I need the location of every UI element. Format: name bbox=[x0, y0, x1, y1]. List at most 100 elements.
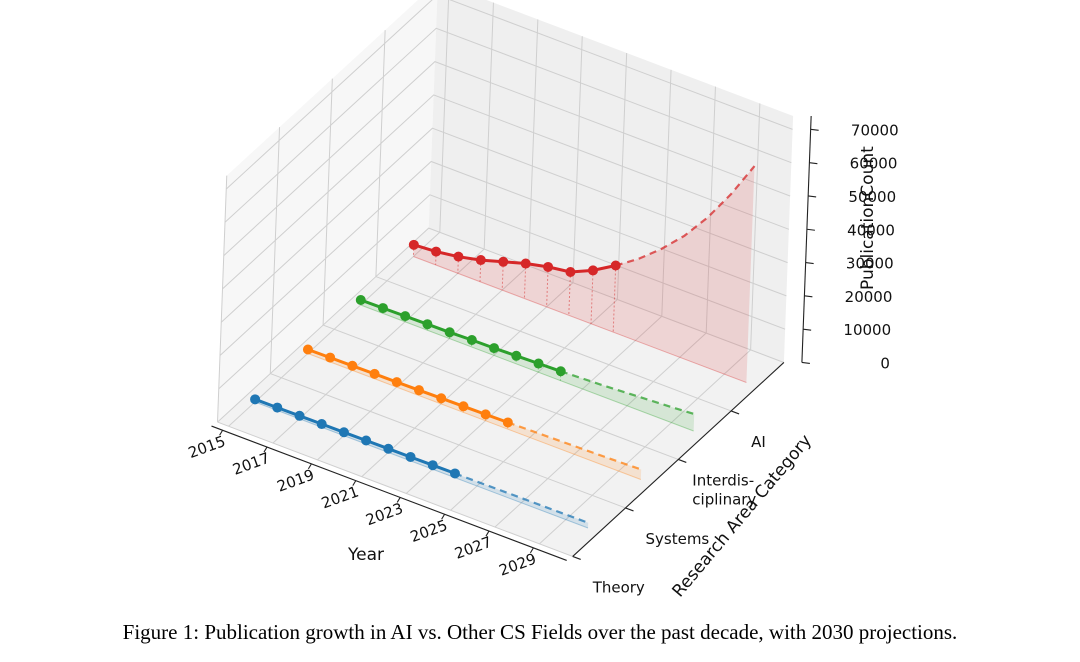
x-tick-label: 2015 bbox=[186, 432, 228, 462]
grid-line-category bbox=[270, 373, 626, 509]
data-point bbox=[543, 261, 554, 272]
x-tick-label: 2029 bbox=[497, 550, 539, 580]
x-tick bbox=[396, 497, 401, 503]
z-axis-line bbox=[801, 116, 812, 363]
data-point bbox=[588, 265, 598, 276]
data-point bbox=[466, 335, 477, 346]
data-point bbox=[369, 368, 380, 379]
data-point bbox=[458, 401, 469, 412]
grid-line-year bbox=[750, 103, 761, 350]
data-point bbox=[427, 460, 438, 471]
data-point bbox=[533, 358, 544, 369]
z-tick-label: 10000 bbox=[843, 321, 891, 339]
grid-line-z bbox=[220, 127, 788, 323]
data-point bbox=[391, 377, 402, 388]
x-tick-label: 2021 bbox=[319, 482, 361, 512]
grid-line-category bbox=[217, 175, 228, 423]
grid-line-category bbox=[375, 276, 732, 412]
y-tick-label-line: ciplinary bbox=[692, 490, 756, 508]
figure-caption: Figure 1: Publication growth in AI vs. O… bbox=[122, 620, 958, 644]
y-tick-label: AI bbox=[751, 433, 766, 451]
data-point bbox=[405, 451, 416, 462]
grid-line-z bbox=[225, 0, 793, 190]
projection-area-fill bbox=[560, 371, 695, 431]
grid-line-year bbox=[572, 36, 583, 283]
z-tick-label: 30000 bbox=[846, 255, 894, 273]
projection-area-fill bbox=[507, 422, 642, 480]
z-tick-label: 40000 bbox=[847, 221, 895, 239]
drop-line bbox=[457, 256, 459, 274]
z-tick-label: 50000 bbox=[848, 188, 896, 206]
series-systems bbox=[302, 344, 642, 480]
z-tick bbox=[801, 361, 810, 364]
data-point bbox=[361, 435, 372, 446]
data-point bbox=[325, 352, 336, 363]
series-line bbox=[307, 348, 509, 424]
grid-line-z bbox=[219, 160, 787, 356]
grid-line-year bbox=[616, 53, 628, 300]
projection-area-fill bbox=[454, 473, 589, 528]
data-point bbox=[302, 344, 313, 355]
z-tick-label: 20000 bbox=[845, 288, 893, 306]
data-point bbox=[383, 443, 394, 454]
baseline bbox=[254, 401, 589, 529]
drop-line bbox=[590, 270, 594, 324]
y-tick bbox=[625, 507, 634, 512]
series-line bbox=[254, 397, 456, 475]
x-tick-label: 2025 bbox=[408, 516, 450, 546]
z-tick bbox=[809, 162, 818, 165]
series-layer bbox=[250, 165, 756, 529]
z-tick bbox=[805, 262, 814, 265]
grid-line-z bbox=[222, 94, 790, 290]
data-point bbox=[520, 258, 531, 269]
baseline bbox=[360, 304, 694, 432]
grid-line-year bbox=[483, 2, 494, 250]
projection-area-fill bbox=[613, 166, 755, 383]
x-tick bbox=[307, 463, 312, 470]
x-axis-line bbox=[211, 425, 567, 561]
drop-line bbox=[523, 263, 527, 299]
y-tick bbox=[730, 410, 740, 415]
grid-line-year bbox=[528, 19, 539, 266]
data-point bbox=[502, 417, 513, 428]
x-tick bbox=[263, 446, 268, 453]
data-point bbox=[431, 246, 442, 257]
x-axis-title: Year bbox=[347, 545, 384, 565]
drop-line bbox=[546, 266, 549, 307]
data-point bbox=[422, 319, 433, 330]
back-wall-pane bbox=[428, 0, 794, 363]
data-point bbox=[338, 427, 349, 438]
x-tick-label: 2019 bbox=[275, 466, 317, 496]
data-point bbox=[610, 260, 621, 271]
data-point bbox=[555, 366, 566, 377]
z-tick bbox=[808, 195, 817, 198]
x-tick bbox=[485, 530, 490, 537]
y-tick-label: Systems bbox=[646, 530, 710, 548]
grid-line-z bbox=[217, 227, 785, 423]
grid-line-category bbox=[375, 30, 386, 277]
x-tick bbox=[529, 547, 534, 554]
series-interdisciplinary bbox=[355, 295, 695, 432]
figure: 2015 2017 2019 2021 2023 2025 2027 2029 Theory Sy… bbox=[186, 0, 899, 601]
drop-line bbox=[568, 271, 571, 316]
data-point bbox=[408, 239, 419, 250]
data-point bbox=[250, 394, 261, 405]
z-tick bbox=[804, 295, 813, 298]
y-tick-label: Theory bbox=[592, 578, 645, 596]
y-tick-label-line: Interdis- bbox=[692, 471, 754, 489]
x-tick bbox=[219, 429, 224, 436]
data-point bbox=[294, 410, 305, 421]
grid-line-z bbox=[218, 194, 786, 390]
z-tick bbox=[803, 328, 812, 331]
grid-line-category bbox=[322, 324, 679, 460]
data-point bbox=[400, 311, 411, 322]
data-point bbox=[480, 409, 491, 420]
baseline bbox=[307, 353, 641, 480]
grid-line-category bbox=[217, 421, 573, 557]
grid-line-year bbox=[705, 86, 716, 334]
y-tick-label-line: Theory bbox=[592, 578, 645, 596]
data-point bbox=[347, 360, 358, 371]
area-fill bbox=[413, 244, 616, 333]
data-point bbox=[449, 468, 460, 479]
